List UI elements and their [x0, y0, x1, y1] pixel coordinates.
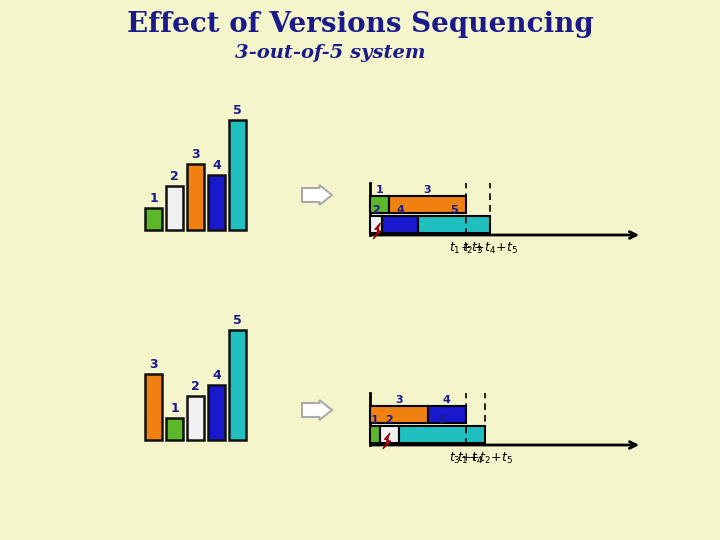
Bar: [390, 196, 466, 213]
Text: 3: 3: [424, 185, 431, 195]
Text: $t_3\!+\!t_4$: $t_3\!+\!t_4$: [449, 451, 483, 466]
Text: 3-out-of-5 system: 3-out-of-5 system: [235, 44, 426, 62]
Text: 3: 3: [149, 358, 158, 371]
Bar: [229, 330, 246, 440]
Text: 2: 2: [191, 380, 200, 393]
Bar: [370, 216, 382, 233]
Polygon shape: [373, 223, 381, 239]
Bar: [166, 186, 183, 230]
Text: 4: 4: [443, 395, 451, 405]
Bar: [418, 216, 490, 233]
Bar: [370, 196, 390, 213]
Text: 1: 1: [376, 185, 384, 195]
Text: 5: 5: [438, 415, 446, 425]
Text: 4: 4: [396, 205, 404, 215]
Text: 2: 2: [170, 170, 179, 183]
Text: $t_1\!+\!t_3$: $t_1\!+\!t_3$: [449, 241, 483, 256]
Bar: [370, 406, 428, 423]
Bar: [428, 406, 466, 423]
Text: 4: 4: [212, 369, 221, 382]
Text: 1: 1: [371, 415, 379, 425]
Text: Effect of Versions Sequencing: Effect of Versions Sequencing: [127, 10, 593, 37]
Text: 2: 2: [385, 415, 393, 425]
Text: $t_2\!+\!t_4\!+\!t_5$: $t_2\!+\!t_4\!+\!t_5$: [462, 241, 518, 256]
Text: 5: 5: [233, 314, 242, 327]
Bar: [187, 164, 204, 230]
Text: 5: 5: [450, 205, 458, 215]
Bar: [208, 385, 225, 440]
Bar: [379, 426, 399, 443]
Text: 4: 4: [212, 159, 221, 172]
Bar: [187, 396, 204, 440]
Bar: [166, 418, 183, 440]
Text: $t_1\!+\!t_2\!+\!t_5$: $t_1\!+\!t_2\!+\!t_5$: [457, 451, 513, 466]
Polygon shape: [383, 433, 391, 449]
Text: 2: 2: [372, 205, 380, 215]
Bar: [145, 374, 162, 440]
Text: 5: 5: [233, 104, 242, 117]
Polygon shape: [302, 400, 332, 420]
Polygon shape: [302, 185, 332, 205]
Text: 3: 3: [395, 395, 402, 405]
Bar: [229, 120, 246, 230]
Bar: [208, 175, 225, 230]
Text: 1: 1: [149, 192, 158, 205]
Text: 1: 1: [170, 402, 179, 415]
Bar: [370, 426, 379, 443]
Bar: [399, 426, 485, 443]
Bar: [145, 208, 162, 230]
Bar: [382, 216, 418, 233]
Text: 3: 3: [192, 148, 200, 161]
